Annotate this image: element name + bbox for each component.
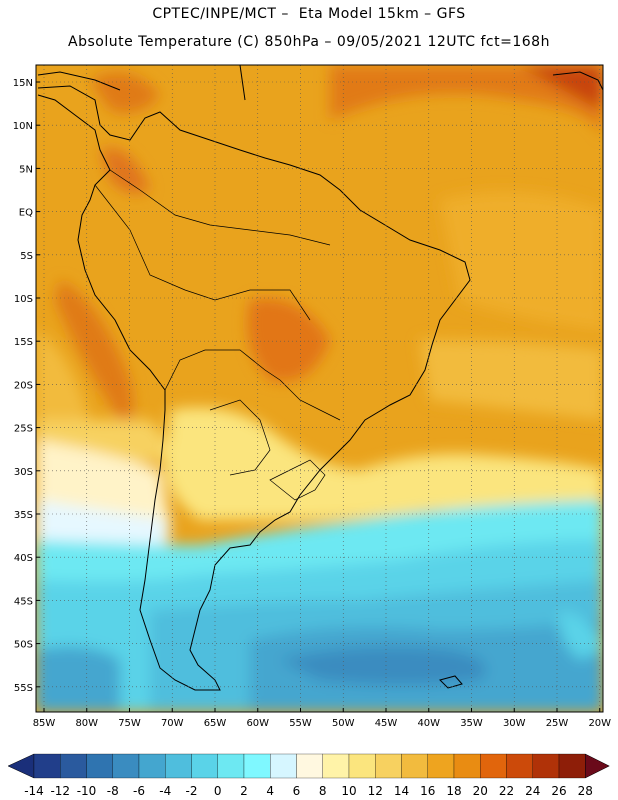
colorbar-bin xyxy=(427,753,455,779)
africa-outline xyxy=(552,71,603,91)
colorbar-label: -8 xyxy=(107,784,119,798)
lon-label: 70W xyxy=(161,718,184,729)
colorbar-bin xyxy=(86,753,113,779)
gridlines xyxy=(36,65,603,712)
colorbar-label: -12 xyxy=(50,784,70,798)
lat-label: 55S xyxy=(14,683,33,694)
border-line xyxy=(269,459,326,501)
colorbar-label: -10 xyxy=(77,784,97,798)
colorbar-bin xyxy=(33,753,61,779)
colorbar-label: 4 xyxy=(266,784,274,798)
colorbar-bin xyxy=(532,753,560,779)
colorbar-label: 26 xyxy=(551,784,566,798)
lat-label: 10S xyxy=(14,294,33,305)
colorbar-bin xyxy=(375,753,402,779)
border-line xyxy=(94,184,311,321)
colorbar-bin xyxy=(401,753,428,779)
colorbar-label: 0 xyxy=(214,784,222,798)
colorbar-label: -4 xyxy=(159,784,171,798)
map-title: CPTEC/INPE/MCT – Eta Model 15km – GFS xyxy=(152,6,466,22)
colorbar-label: 2 xyxy=(240,784,248,798)
lat-label: 20S xyxy=(14,380,33,391)
colorbar-bin xyxy=(60,753,87,779)
colorbar-bin xyxy=(243,753,271,779)
colorbar-label: 14 xyxy=(394,784,409,798)
colorbar-bin xyxy=(453,753,481,779)
colorbar-label: 18 xyxy=(446,784,461,798)
falklands-outline xyxy=(439,675,463,689)
lon-label: 65W xyxy=(204,718,227,729)
colorbar-label: -2 xyxy=(186,784,198,798)
lon-label: 25W xyxy=(546,718,569,729)
lon-label: 30W xyxy=(503,718,526,729)
colorbar-label: 12 xyxy=(368,784,383,798)
colorbar-bin xyxy=(112,753,140,779)
border-line xyxy=(209,399,271,476)
lon-label: 20W xyxy=(588,718,611,729)
colorbar-label: 24 xyxy=(525,784,540,798)
coastline xyxy=(37,65,603,691)
lat-label: 25S xyxy=(14,424,33,435)
lat-label: 30S xyxy=(14,467,33,478)
border-line xyxy=(164,349,341,421)
colorbar: -14 -12 -10 -8 -6 -4 -2 0 2 4 6 8 10 12 14 16 18 20 22 24 26… xyxy=(7,753,610,798)
lon-label: 85W xyxy=(33,718,56,729)
colorbar-bin xyxy=(165,753,192,779)
longitude-axis: 85W 80W 75W 70W 65W 60W 55W 50W 45W 40W 35W 30W 25W 2… xyxy=(33,708,611,729)
colorbar-label: 10 xyxy=(341,784,356,798)
lat-label: 40S xyxy=(14,553,33,564)
map-frame xyxy=(35,64,604,713)
colorbar-label: -14 xyxy=(24,784,44,798)
caribbean-outline xyxy=(239,65,246,101)
lon-label: 55W xyxy=(289,718,312,729)
colorbar-label: -6 xyxy=(133,784,145,798)
central-america-outline xyxy=(37,71,121,91)
lat-label: EQ xyxy=(19,208,33,219)
colorbar-bin xyxy=(270,753,297,779)
colorbar-over-arrow xyxy=(585,753,610,779)
lat-label: 45S xyxy=(14,596,33,607)
colorbar-bin xyxy=(217,753,245,779)
border-line xyxy=(109,169,331,246)
colorbar-label: 20 xyxy=(473,784,488,798)
lat-label: 15S xyxy=(14,337,33,348)
latitude-axis: 15N 10N 5N EQ 5S 10S 15S 20S 25S 30S 35S 40S 45S 50S 5… xyxy=(13,78,40,694)
lon-label: 60W xyxy=(246,718,269,729)
colorbar-bin xyxy=(138,753,166,779)
lon-label: 40W xyxy=(417,718,440,729)
colorbar-bin xyxy=(506,753,533,779)
colorbar-label: 16 xyxy=(420,784,435,798)
lon-label: 45W xyxy=(375,718,398,729)
south-america-outline xyxy=(37,85,471,691)
lat-label: 10N xyxy=(13,121,33,132)
colorbar-under-arrow xyxy=(7,753,35,779)
lat-label: 5S xyxy=(20,251,33,262)
colorbar-bin xyxy=(322,753,350,779)
lon-label: 75W xyxy=(118,718,141,729)
colorbar-label: 8 xyxy=(319,784,327,798)
colorbar-label: 22 xyxy=(499,784,514,798)
map-subtitle: Absolute Temperature (C) 850hPa – 09/05/… xyxy=(68,34,550,50)
lon-label: 80W xyxy=(75,718,98,729)
lon-label: 35W xyxy=(460,718,483,729)
lon-label: 50W xyxy=(332,718,355,729)
colorbar-label: 6 xyxy=(293,784,301,798)
colorbar-bin xyxy=(296,753,323,779)
lat-label: 5N xyxy=(19,164,33,175)
temperature-field xyxy=(36,65,603,712)
colorbar-bin xyxy=(558,753,586,779)
colorbar-bin xyxy=(191,753,218,779)
colorbar-label: 28 xyxy=(578,784,593,798)
colorbar-bin xyxy=(348,753,376,779)
lat-label: 15N xyxy=(13,78,33,89)
colorbar-bin xyxy=(480,753,507,779)
lat-label: 35S xyxy=(14,510,33,521)
lat-label: 50S xyxy=(14,640,33,651)
